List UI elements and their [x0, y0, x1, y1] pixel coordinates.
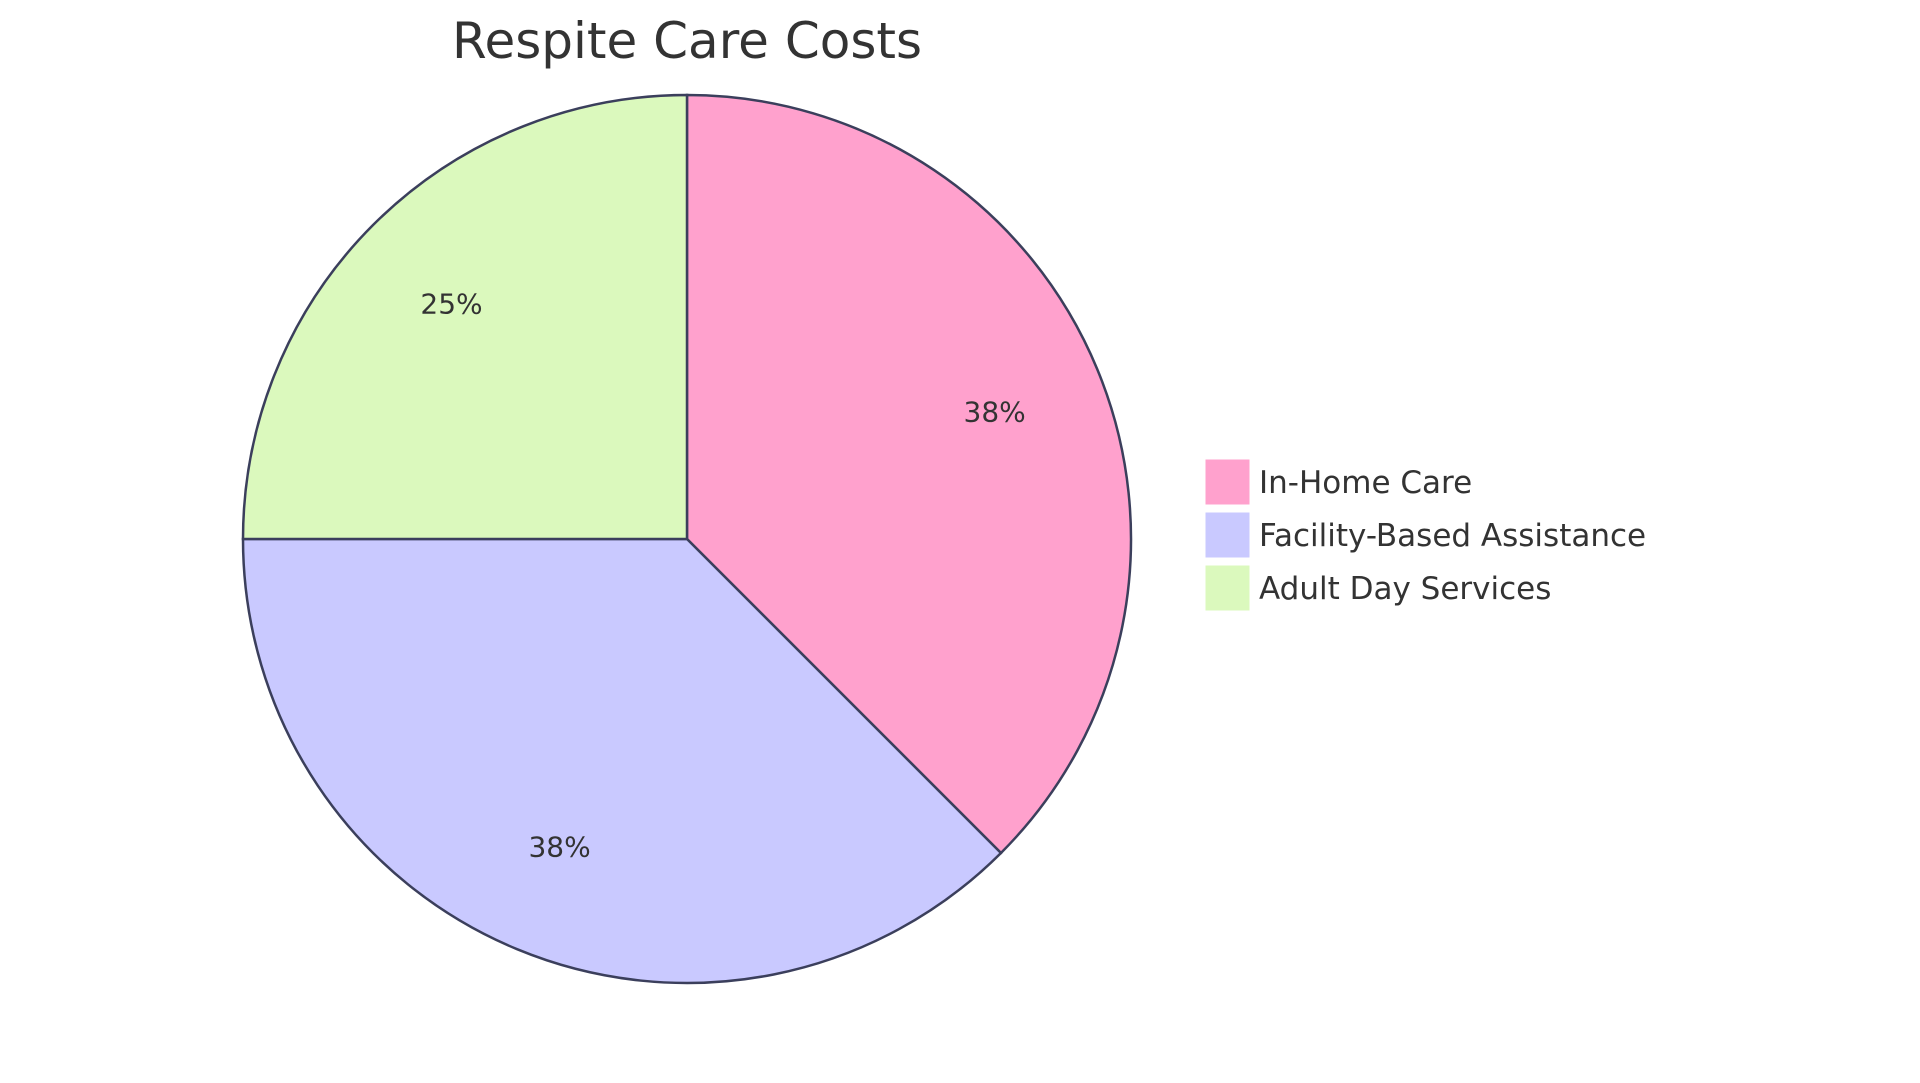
data-label: 25% — [420, 288, 482, 321]
legend-swatch — [1204, 564, 1251, 612]
legend-label: Facility-Based Assistance — [1259, 518, 1646, 554]
legend-label: Adult Day Services — [1259, 571, 1551, 607]
legend-swatch — [1204, 511, 1251, 559]
legend-label: In-Home Care — [1259, 465, 1472, 501]
legend-swatch — [1204, 458, 1251, 506]
chart-title: Respite Care Costs — [452, 12, 922, 70]
data-label: 38% — [528, 831, 590, 864]
data-label: 38% — [964, 396, 1026, 429]
pie-slice-adult-day-services — [241, 93, 689, 541]
pie-slice-in-home-care — [685, 93, 1133, 855]
pie-slice-facility-based-assistance — [241, 537, 1003, 985]
